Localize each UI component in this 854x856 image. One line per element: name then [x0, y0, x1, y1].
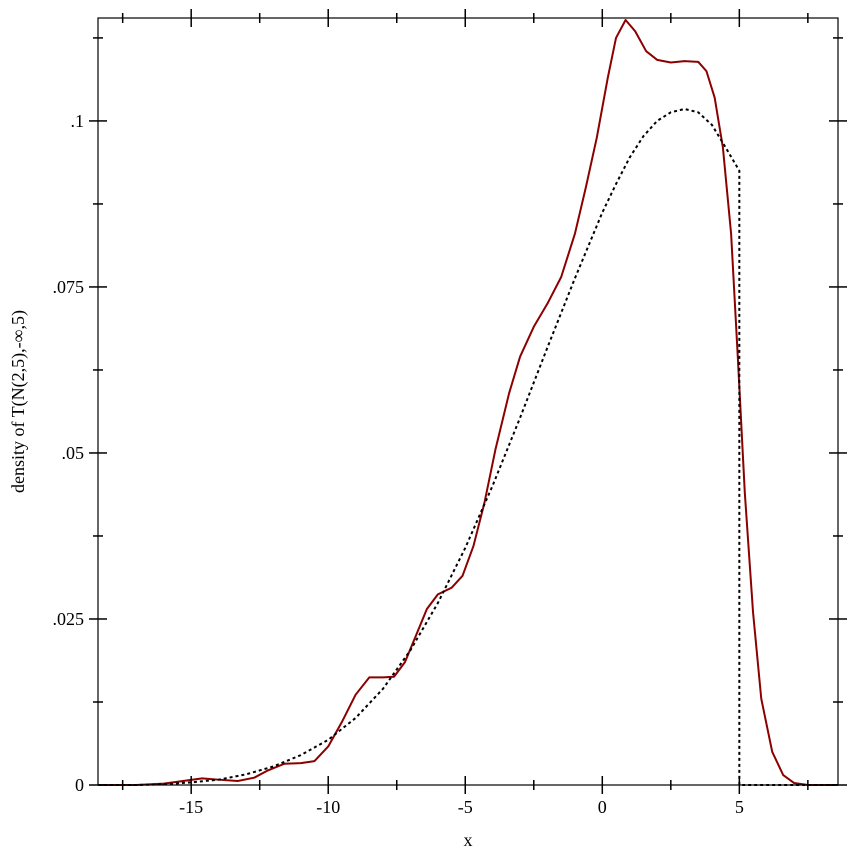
x-tick-label: 0 — [598, 797, 607, 817]
y-tick-label: .1 — [71, 111, 85, 131]
y-tick-label: .05 — [62, 443, 85, 463]
x-axis-label: x — [464, 830, 473, 850]
x-tick-label: 5 — [735, 797, 744, 817]
series-dotted-line — [98, 107, 838, 786]
x-tick-label: -5 — [458, 797, 473, 817]
y-tick-label: .075 — [53, 277, 85, 297]
x-tick-label: -15 — [179, 797, 203, 817]
series-solid-line — [98, 18, 838, 786]
y-axis-label: density of T(N(2,5),-∞,5) — [8, 310, 29, 493]
y-tick-label: .025 — [53, 609, 85, 629]
plot-frame — [97, 17, 839, 786]
x-tick-label: -10 — [316, 797, 340, 817]
ticks-layer: -15 -10 -5 0 5 0 .025 .05 .075 .1 — [53, 9, 847, 817]
series-layer — [98, 18, 838, 786]
y-tick-label: 0 — [75, 775, 84, 795]
